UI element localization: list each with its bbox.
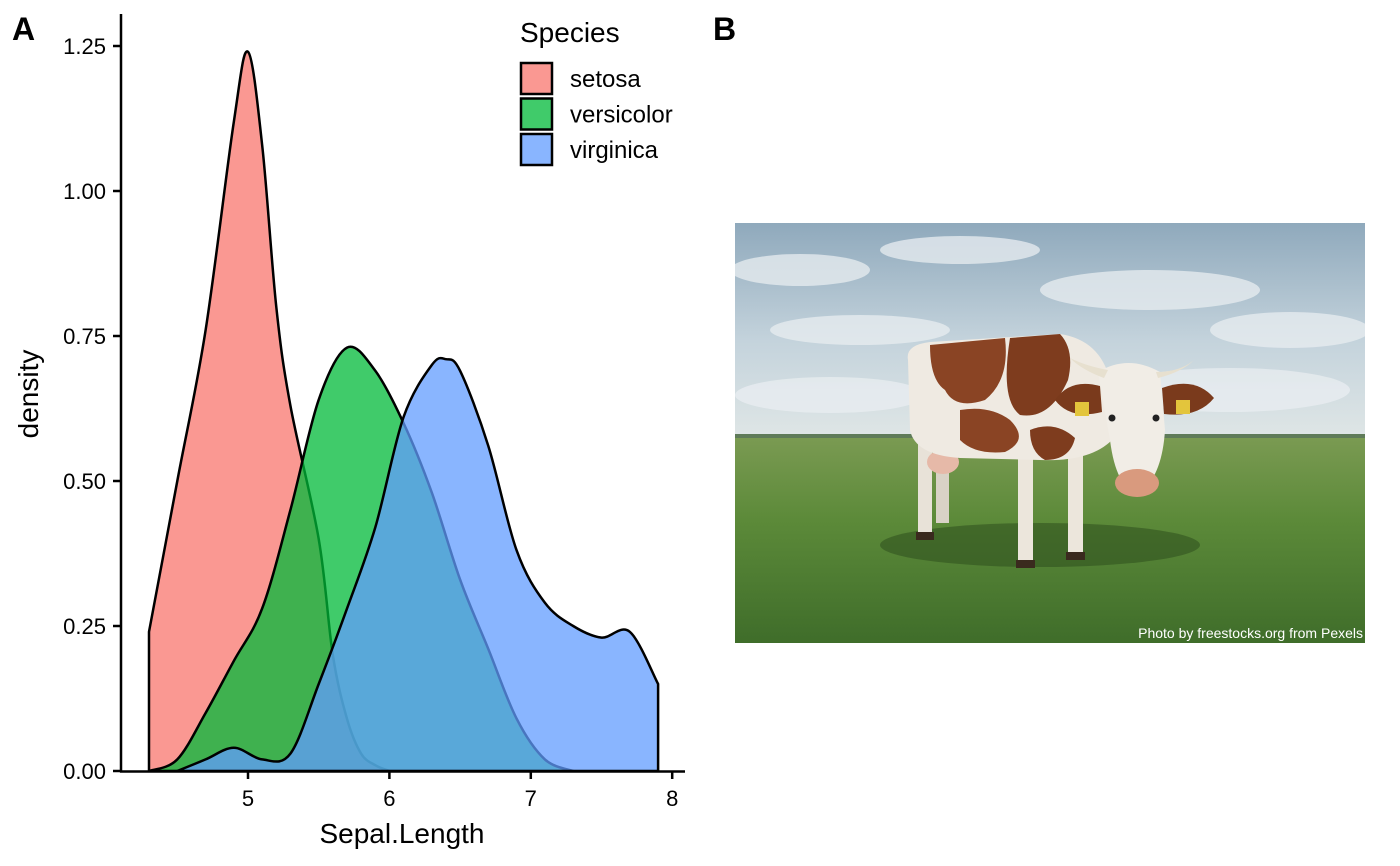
y-axis-ticks: 0.00 0.25 0.50 0.75 1.00 1.25 [63,34,121,784]
legend-swatch-versicolor [519,97,554,131]
panel-a-label: A [12,11,35,47]
legend: Species setosa versicolor virginica [519,17,673,167]
cow-nose [1115,469,1159,497]
legend-title: Species [520,17,620,48]
photo-credit: Photo by freestocks.org from Pexels [1138,625,1363,641]
legend-swatch-setosa [519,61,554,96]
legend-swatch-virginica [519,132,554,167]
y-tick-label: 0.50 [63,469,106,494]
y-tick-label: 0.00 [63,759,106,784]
legend-label-versicolor: versicolor [570,102,673,129]
panel-b-label: B [713,11,736,47]
y-tick-label: 0.75 [63,324,106,349]
y-axis-title: density [13,350,44,439]
y-tick-label: 1.00 [63,179,106,204]
cow [907,334,1214,568]
density-areas [147,50,660,773]
cow-photo: Photo by freestocks.org from Pexels [735,223,1365,643]
legend-label-virginica: virginica [570,137,659,164]
cow-shadow [880,523,1200,567]
legend-label-setosa: setosa [570,66,641,93]
x-axis-title: Sepal.Length [319,818,484,849]
x-tick-label: 8 [666,786,678,811]
x-axis-ticks: 5 6 7 8 [242,771,678,811]
x-tick-label: 7 [525,786,537,811]
y-tick-label: 0.25 [63,614,106,639]
y-tick-label: 1.25 [63,34,106,59]
x-tick-label: 5 [242,786,254,811]
photo-clouds [735,236,1365,413]
density-area-virginica [176,356,660,773]
legend-items: setosa versicolor virginica [519,61,673,167]
density-chart: 5 6 7 8 0.00 0.25 0.50 0.75 1.00 1.25 Sepal.Leng… [13,14,685,849]
x-tick-label: 6 [383,786,395,811]
